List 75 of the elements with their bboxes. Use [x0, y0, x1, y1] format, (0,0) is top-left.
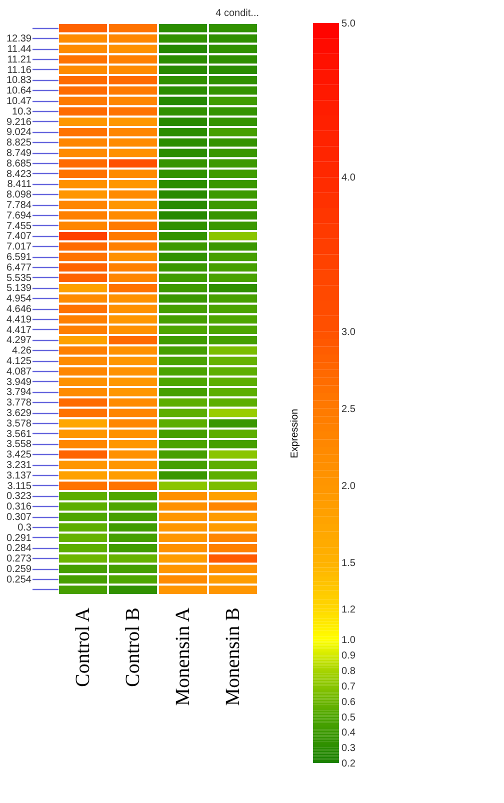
y-tick-label: 4.417 [6, 324, 32, 336]
y-tick-label: 6.591 [6, 252, 32, 263]
y-tick-label: 0.307 [6, 512, 32, 523]
color-bar-label: 0.2 [342, 758, 356, 770]
y-tick-label: 3.629 [6, 408, 32, 419]
color-bar-label: 0.9 [342, 650, 356, 662]
y-tick-label: 3.425 [6, 450, 32, 461]
color-bar-label: 0.5 [342, 712, 356, 724]
y-tick-label: 3.137 [6, 470, 32, 482]
color-bar-label: 1.0 [342, 635, 356, 646]
y-tick-label: 3.115 [7, 480, 32, 492]
y-tick-label: 4.297 [6, 335, 32, 346]
y-tick-label: 10.3 [12, 106, 32, 118]
y-tick-label: 3.558 [6, 439, 32, 450]
color-bar-label: 0.6 [342, 696, 356, 708]
y-tick-label: 5.535 [6, 272, 32, 284]
y-tick-label: 7.784 [6, 200, 32, 211]
y-tick-label: 5.139 [6, 283, 32, 294]
x-tick-label: Control A [72, 606, 94, 687]
x-tick-label: Control B [122, 608, 144, 687]
color-bar-label: 2.0 [342, 481, 356, 492]
y-tick-label: 6.477 [6, 262, 32, 274]
y-tick-label: 7.694 [6, 210, 32, 222]
color-bar-label: 0.8 [342, 666, 356, 677]
x-tick-label: Monensin A [172, 606, 194, 706]
text: 4 condit... [216, 8, 259, 19]
y-tick-label: 10.64 [6, 86, 32, 97]
y-tick-label: 0.316 [6, 502, 32, 513]
y-tick-label: 7.455 [6, 220, 32, 232]
y-tick-label: 8.423 [6, 168, 32, 180]
y-tick-label: 0.254 [6, 574, 32, 586]
y-tick-label: 8.749 [6, 148, 32, 159]
y-tick-label: 9.024 [6, 127, 32, 138]
y-tick-label: 8.098 [6, 190, 32, 201]
y-tick-label: 8.685 [6, 158, 32, 170]
color-bar-label: 5.0 [342, 18, 356, 30]
y-tick-label: 10.83 [6, 75, 32, 86]
y-tick-label: 3.794 [6, 387, 32, 398]
y-tick-label: 0.284 [6, 543, 32, 554]
y-tick-label: 12.39 [6, 34, 32, 45]
y-tick-label: 0.323 [6, 491, 32, 502]
y-tick-label: 4.954 [6, 294, 32, 305]
y-tick-label: 9.216 [6, 116, 32, 128]
y-tick-label: 3.231 [6, 460, 32, 471]
y-tick-label: 0.291 [6, 532, 32, 544]
y-tick-label: 0.273 [6, 554, 32, 565]
y-tick-label: 8.411 [7, 179, 32, 190]
color-bar-label: 1.2 [342, 604, 356, 616]
y-tick-label: 4.087 [6, 366, 32, 378]
y-tick-label: 7.017 [6, 242, 32, 253]
y-tick-label: 3.578 [6, 418, 32, 430]
y-tick-label: 7.407 [6, 231, 32, 242]
color-bar-label: 0.7 [342, 681, 356, 692]
y-tick-label: 4.646 [6, 304, 32, 315]
y-tick-label: 8.825 [6, 138, 32, 149]
y-tick-label: 4.419 [6, 314, 32, 326]
color-bar-title: Expression [290, 408, 300, 458]
color-bar-label: 2.5 [342, 404, 356, 415]
color-bar-label: 4.0 [342, 172, 356, 184]
x-tick-label: Monensin B [222, 608, 244, 706]
y-tick-label: 0.259 [6, 564, 32, 575]
y-tick-label: 10.47 [6, 96, 32, 107]
y-tick-label: 11.44 [7, 44, 32, 55]
color-bar-label: 3.0 [342, 326, 356, 338]
y-tick-label: 3.778 [6, 398, 32, 409]
y-tick-label: 3.561 [6, 428, 32, 440]
y-tick-label: 3.949 [6, 376, 32, 388]
color-bar-label: 1.5 [342, 558, 356, 570]
y-tick-label: 4.125 [6, 356, 32, 367]
color-bar-label: 0.4 [342, 728, 356, 739]
y-tick-label: 11.21 [7, 54, 32, 66]
y-tick-label: 0.3 [18, 522, 32, 534]
y-tick-label: 4.26 [12, 346, 32, 357]
y-tick-label: 11.16 [7, 64, 32, 76]
color-bar-label: 0.3 [342, 743, 356, 754]
